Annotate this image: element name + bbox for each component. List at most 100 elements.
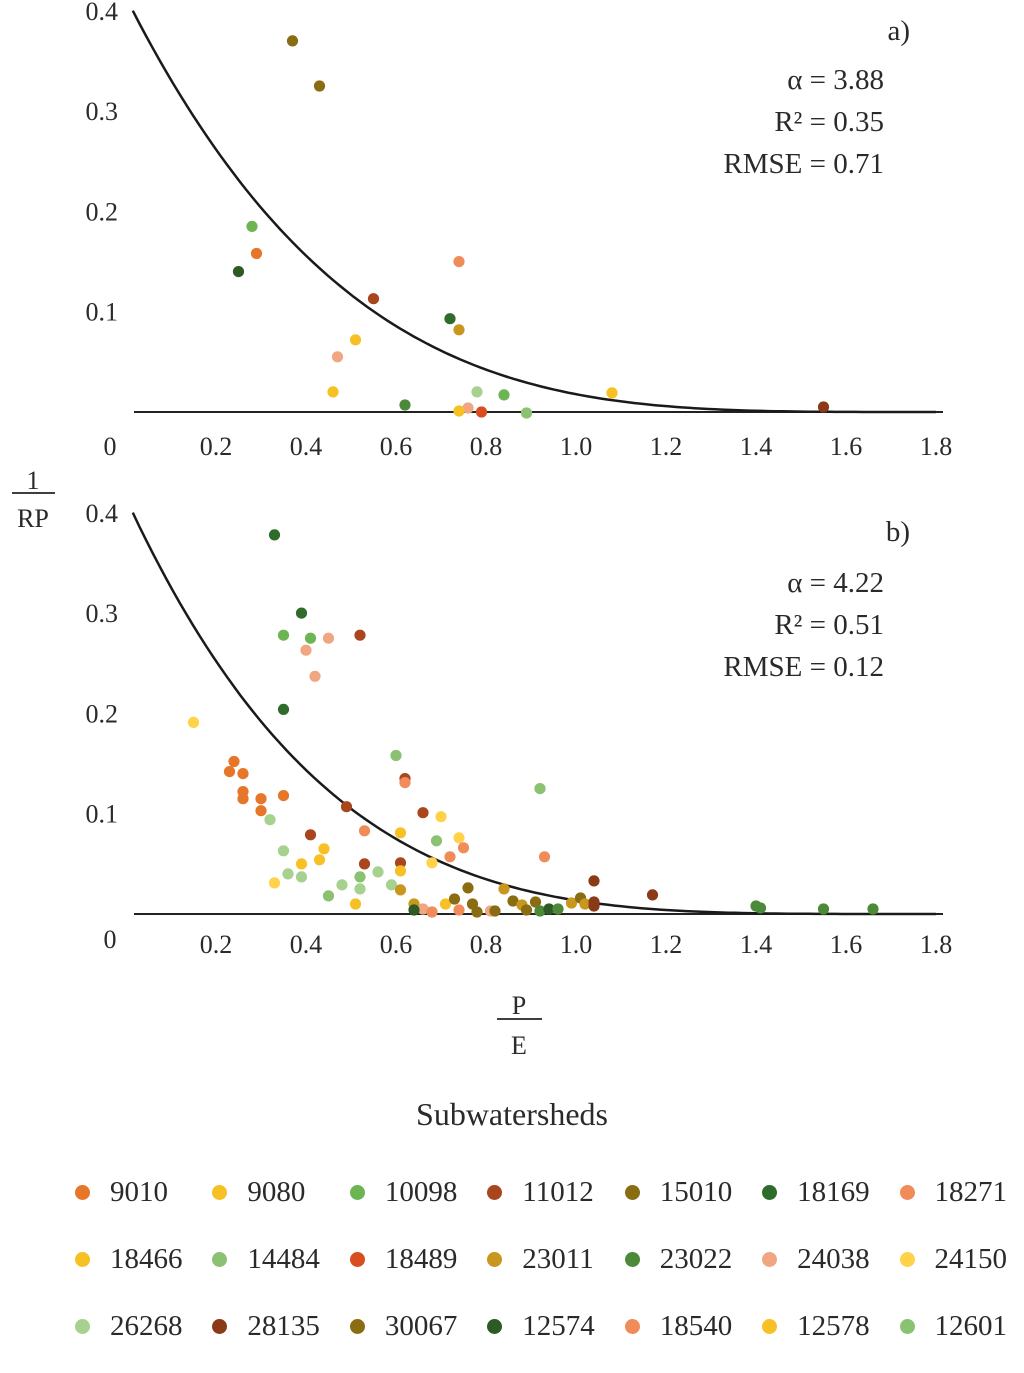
legend-row: 18466 14484 18489 23011 23022 24038 24150 [62, 1239, 1024, 1306]
legend-item: 9080 [199, 1172, 336, 1212]
legend-dot [487, 1251, 503, 1267]
legend-item: 30067 [337, 1306, 474, 1346]
legend-item: 26268 [62, 1306, 199, 1346]
panel-a-data-point [520, 407, 533, 419]
panel-a-data-point [471, 386, 483, 398]
panel-b-data-point [295, 607, 308, 619]
legend-item: 18169 [749, 1172, 886, 1212]
legend-dot [349, 1318, 365, 1334]
panel-a-data-point [606, 387, 618, 399]
panel-b-data-point [399, 777, 411, 789]
panel-b-data-point [439, 898, 452, 910]
panel-b-data-point [394, 865, 407, 877]
panel-b: 0 0.2 0.4 0.6 0.8 1.0 1.2 1.4 1.6 1.8 0.10.20.30… [86, 499, 953, 959]
legend-label: 9080 [247, 1175, 306, 1208]
panel-b-data-point [538, 851, 551, 863]
legend-label: 12601 [934, 1309, 1008, 1342]
panel-b-data-point [394, 884, 407, 896]
panel-b-data-point [304, 632, 317, 644]
panel-b-data-point [295, 871, 308, 883]
legend-label: 18489 [384, 1242, 458, 1275]
legend-dot [762, 1184, 778, 1200]
panel-b-data-point [543, 903, 555, 915]
panel-a-x-tick-label: 0.4 [290, 432, 323, 461]
panel-b-data-point [565, 897, 578, 909]
legend-dot [624, 1184, 640, 1200]
legend-dot [212, 1318, 228, 1334]
panel-b-data-point [867, 903, 879, 915]
panel-b-data-point [534, 783, 546, 795]
legend-item: 18540 [612, 1306, 749, 1346]
panel-b-data-point [394, 827, 407, 839]
panel-b-data-point [358, 858, 371, 870]
legend-dot [899, 1251, 915, 1267]
panel-a-data-point [453, 405, 465, 417]
legend-dot [75, 1251, 90, 1267]
panel-b-data-point [552, 903, 564, 915]
panel-b-data-point [304, 829, 317, 841]
panel-b-x-tick-label: 1.6 [830, 930, 863, 959]
legend-label: 24038 [797, 1242, 870, 1275]
panel-b-data-point [646, 889, 659, 901]
legend-dot [762, 1251, 778, 1267]
panel-b-data-point [237, 793, 249, 805]
panel-a-x-tick-label: 1.2 [650, 432, 683, 461]
legend-label: 10098 [384, 1175, 458, 1208]
panel-a-y-tick-label: 0.1 [86, 298, 119, 327]
panel-b-data-point [588, 896, 600, 908]
panel-a-rmse: RMSE = 0.71 [723, 148, 884, 180]
x-axis-label-denominator: E [511, 1031, 527, 1060]
panel-b-data-point [417, 903, 429, 915]
panel-b-data-point [417, 807, 429, 819]
panel-b-data-point [237, 768, 249, 780]
legend-row: 26268 28135 30067 12574 18540 12578 12601 [62, 1306, 1024, 1373]
panel-b-data-point [817, 903, 830, 915]
panel-a-data-point [399, 399, 411, 411]
panel-b-data-point [264, 814, 276, 826]
panel-a-x-tick-label: 1.8 [920, 432, 953, 461]
legend-label: 12574 [522, 1309, 595, 1342]
panel-a-y-tick-label: 0.3 [86, 97, 119, 126]
panel-b-label: b) [886, 516, 910, 548]
panel-b-data-point [435, 811, 447, 823]
legend-item: 28135 [199, 1306, 336, 1346]
panel-a-data-point [327, 386, 339, 398]
panel-b-x-tick-label: 0.6 [380, 930, 413, 959]
panel-a-y-tick-label: 0.2 [86, 197, 119, 226]
panel-b-data-point [426, 857, 438, 869]
panel-b-data-point [340, 801, 353, 813]
panel-b-data-point [354, 871, 366, 883]
legend-row: 9010 9080 10098 11012 15010 18169 18271 [62, 1172, 1024, 1239]
panel-b-data-point [507, 895, 519, 907]
panel-b-data-point [529, 896, 542, 908]
panel-a-alpha: α = 3.88 [787, 64, 884, 96]
panel-b-data-point [430, 835, 443, 847]
panel-a-fit-curve [131, 10, 936, 414]
panel-b-data-point [336, 879, 348, 891]
panel-a-data-point [498, 389, 510, 401]
y-axis-label: 1 RP [12, 466, 55, 533]
legend-label: 26268 [110, 1309, 183, 1342]
panel-b-data-point [309, 670, 321, 682]
panel-b-data-point [579, 898, 591, 910]
panel-a-data-point [313, 80, 326, 92]
panel-b-x-origin: 0 [104, 925, 117, 954]
panel-b-data-point [354, 883, 366, 895]
panel-a-data-point [475, 406, 488, 418]
legend-label: 24150 [934, 1242, 1008, 1275]
panel-a-data-point [331, 351, 344, 363]
legend-label: 23022 [659, 1242, 733, 1275]
legend-dot [624, 1251, 640, 1267]
panel-b-data-point [282, 868, 294, 880]
legend-item: 14484 [199, 1239, 336, 1279]
panel-b-data-point [754, 902, 767, 914]
panel-b-fit-curve [131, 512, 936, 916]
panel-b-data-point [444, 851, 456, 863]
legend-label: 18271 [934, 1175, 1008, 1208]
legend-item: 12601 [887, 1306, 1024, 1346]
panel-b-y-tick-label: 0.1 [86, 800, 119, 829]
panel-b-data-point [255, 793, 267, 805]
panel-b-points [187, 529, 879, 918]
legend-dot [899, 1318, 915, 1334]
legend-item: 23011 [474, 1239, 611, 1279]
